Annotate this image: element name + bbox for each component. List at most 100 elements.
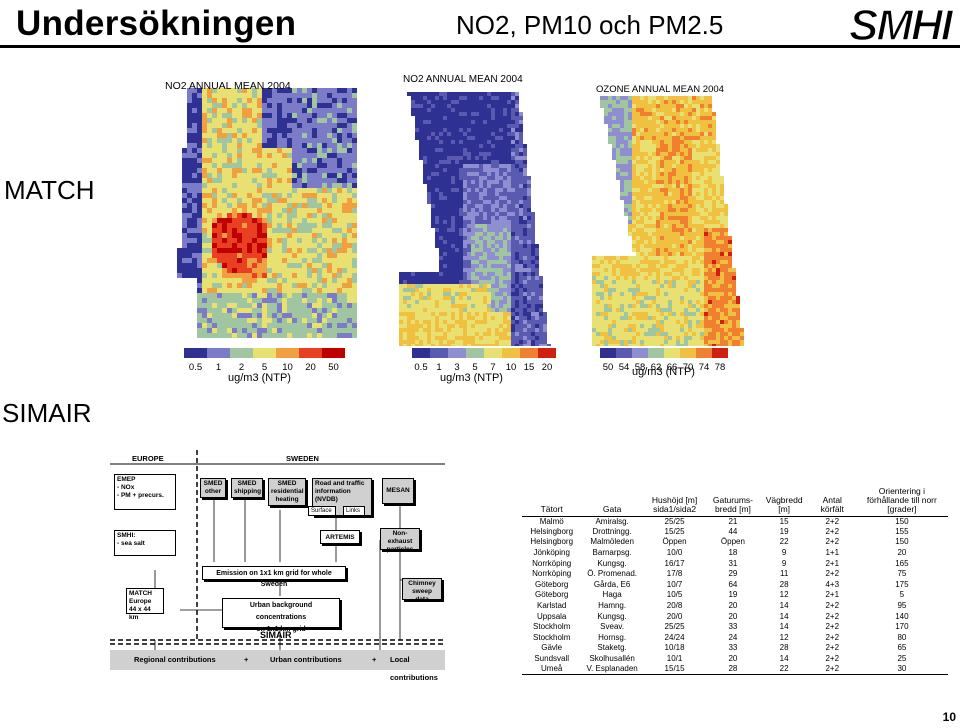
- surface-box: Surface: [308, 506, 336, 516]
- table-row: Helsingborg Drottningg. 15/25 44 19 2+2 155: [522, 527, 948, 538]
- table-cell: Kungsg.: [597, 611, 627, 621]
- map-caption: OZONE ANNUAL MEAN 2004: [596, 84, 724, 95]
- table-cell: 9: [781, 558, 787, 568]
- table-cell: 25/25: [664, 622, 685, 632]
- table-cell: 33: [728, 622, 738, 632]
- table-row: Karlstad Hamng. 20/8 20 14 2+2 95: [522, 601, 948, 612]
- table-row: Sundsvall Skolhusallén 10/1 20 14 2+2 25: [522, 654, 948, 665]
- legend-tick-label: 54: [619, 362, 630, 373]
- plus-sign: +: [372, 655, 377, 664]
- page-number: 10: [942, 710, 956, 724]
- table-cell: 28: [779, 643, 789, 653]
- table-cell: 2+2: [825, 632, 840, 642]
- table-cell: 2+2: [825, 569, 840, 579]
- legend-color-swatch: [276, 348, 299, 358]
- table-cell: 22: [759, 664, 809, 676]
- table-cell: 2+2: [825, 622, 840, 632]
- map-caption: NO2 ANNUAL MEAN 2004: [403, 74, 523, 85]
- map-europe-no2: NO2 ANNUAL MEAN 2004: [157, 74, 357, 346]
- match-box-line: 44 x 44 km: [129, 606, 151, 621]
- table-cell: 15/15: [642, 664, 707, 676]
- smhi-title: SMHI:: [117, 532, 136, 539]
- table-header-row: Tätort Gata Hushöjd [m] sida1/sida2 Gatu…: [522, 484, 948, 517]
- legend-tick-label: 70: [683, 362, 694, 373]
- table-cell: 1+1: [825, 548, 840, 558]
- local-contributions-label: Local contributions: [390, 655, 438, 682]
- col-header-korfalt: Antal körfält: [808, 484, 856, 517]
- table-cell: 140: [895, 611, 909, 621]
- legend-color-swatch: [484, 348, 502, 358]
- legend-color-swatch: [632, 348, 648, 358]
- table-cell: 15: [779, 516, 789, 526]
- page-subtitle: NO2, PM10 och PM2.5: [456, 10, 724, 40]
- table-row: Malmö Amiralsg. 25/25 21 15 2+2 150: [522, 516, 948, 527]
- map3-legend-bar: 50 54 58 62 66 70 74 78: [600, 348, 728, 373]
- table-cell: 22: [779, 537, 789, 547]
- map-scandinavia-no2: NO2 ANNUAL MEAN 2004: [399, 70, 559, 348]
- table-cell: 4+3: [825, 579, 840, 589]
- table-cell: 75: [897, 569, 907, 579]
- road-traffic-line: Road and traffic: [315, 480, 365, 487]
- table-cell: Jönköping: [533, 548, 570, 558]
- smed-other-box: SMED other: [200, 478, 226, 498]
- map3-unit-label: ug/m3 (NTP): [632, 366, 695, 378]
- legend-tick-label: 1: [216, 362, 221, 373]
- legend-tick-label: 0.5: [189, 362, 202, 373]
- table-cell: Ö. Promenad.: [587, 569, 638, 579]
- table-row: Helsingborg Malmöleden Öppen Öppen 22 2+2 150: [522, 537, 948, 548]
- europe-heading: EUROPE: [132, 454, 164, 463]
- table-row: Uppsala Kungsg. 20/0 20 14 2+2 140: [522, 611, 948, 622]
- flowchart-lines: [110, 450, 445, 650]
- legend-tick-label: 0.5: [414, 362, 427, 373]
- table-cell: 65: [897, 643, 907, 653]
- map2-legend: 0.5 1 3 5 7 10 15 20: [408, 348, 558, 383]
- table-cell: 25: [897, 654, 907, 664]
- legend-tick-label: 50: [603, 362, 614, 373]
- legend-tick-label: 74: [699, 362, 710, 373]
- table-cell: V. Esplanaden: [581, 664, 643, 676]
- table-cell: 2+2: [825, 516, 840, 526]
- map-caption: NO2 ANNUAL MEAN 2004: [165, 80, 291, 92]
- table-cell: 18: [728, 548, 738, 558]
- smed-shipping-line: shipping: [234, 488, 262, 495]
- page-title: Undersökningen: [16, 4, 297, 43]
- table-row: Göteborg Haga 10/5 19 12 2+1 5: [522, 590, 948, 601]
- match-section-label: MATCH: [4, 175, 95, 205]
- map1-unit-label: ug/m3 (NTP): [228, 372, 291, 384]
- table-cell: 19: [728, 590, 738, 600]
- map2-unit-label: ug/m3 (NTP): [440, 372, 503, 384]
- road-traffic-line: information (NVDB): [315, 488, 351, 503]
- table-cell: 17/8: [666, 569, 683, 579]
- table-cell: 2+2: [808, 664, 856, 676]
- table-body: Malmö Amiralsg. 25/25 21 15 2+2 150 Helsingborg…: [522, 516, 948, 676]
- table-cell: Karlstad: [537, 601, 567, 611]
- legend-color-swatch: [412, 348, 430, 358]
- table-cell: 12: [779, 632, 789, 642]
- table-cell: 2+1: [825, 590, 840, 600]
- legend-tick-label: 10: [282, 362, 293, 373]
- table-cell: 170: [895, 622, 909, 632]
- table-cell: 33: [728, 643, 738, 653]
- table-cell: 30: [855, 664, 948, 676]
- map3-legend: 50 54 58 62 66 70 74 78: [596, 348, 736, 383]
- legend-color-swatch: [664, 348, 680, 358]
- contributions-bar: Regional contributions + Urban contribut…: [110, 650, 445, 682]
- table-row: Norrköping Kungsg. 16/17 31 9 2+1 165: [522, 558, 948, 569]
- table-cell: 28: [779, 579, 789, 589]
- table-cell: 20/0: [666, 611, 683, 621]
- legend-tick-label: 58: [635, 362, 646, 373]
- legend-color-swatch: [696, 348, 712, 358]
- legend-color-swatch: [680, 348, 696, 358]
- table-cell: Göteborg: [535, 590, 569, 600]
- non-exhaust-line: Non-exhaust: [387, 530, 413, 545]
- table-cell: Malmöleden: [590, 537, 634, 547]
- legend-tick-label: 50: [328, 362, 339, 373]
- legend-color-swatch: [430, 348, 448, 358]
- table-cell: 31: [728, 558, 738, 568]
- table-cell: 2+1: [825, 558, 840, 568]
- table-cell: 2+2: [825, 526, 840, 536]
- street-table: Tätort Gata Hushöjd [m] sida1/sida2 Gatu…: [522, 484, 948, 676]
- plus-sign: +: [244, 655, 249, 664]
- emep-item: - NOx: [117, 484, 135, 491]
- urban-bg-box: Urban background concentrations on 1x1 k…: [222, 598, 340, 633]
